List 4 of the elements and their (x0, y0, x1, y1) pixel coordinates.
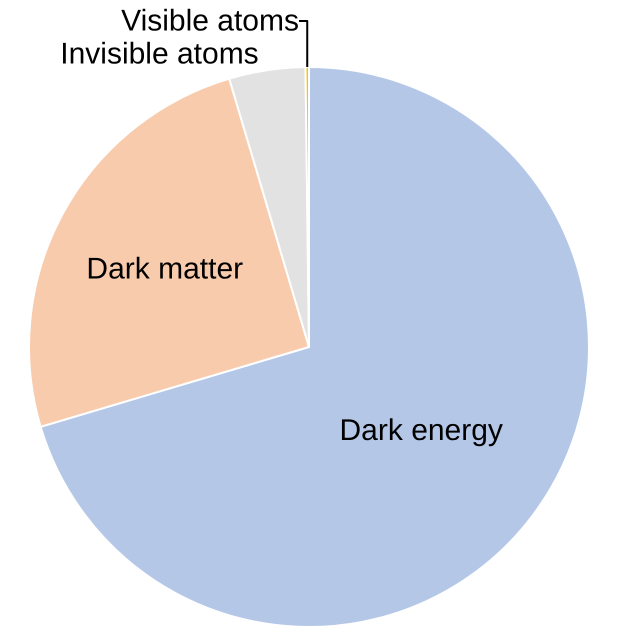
slice-label: Visible atoms (121, 4, 299, 38)
slice-label: Dark matter (86, 252, 244, 286)
slice-label: Dark energy (340, 414, 503, 448)
slice-label: Invisible atoms (60, 38, 259, 71)
